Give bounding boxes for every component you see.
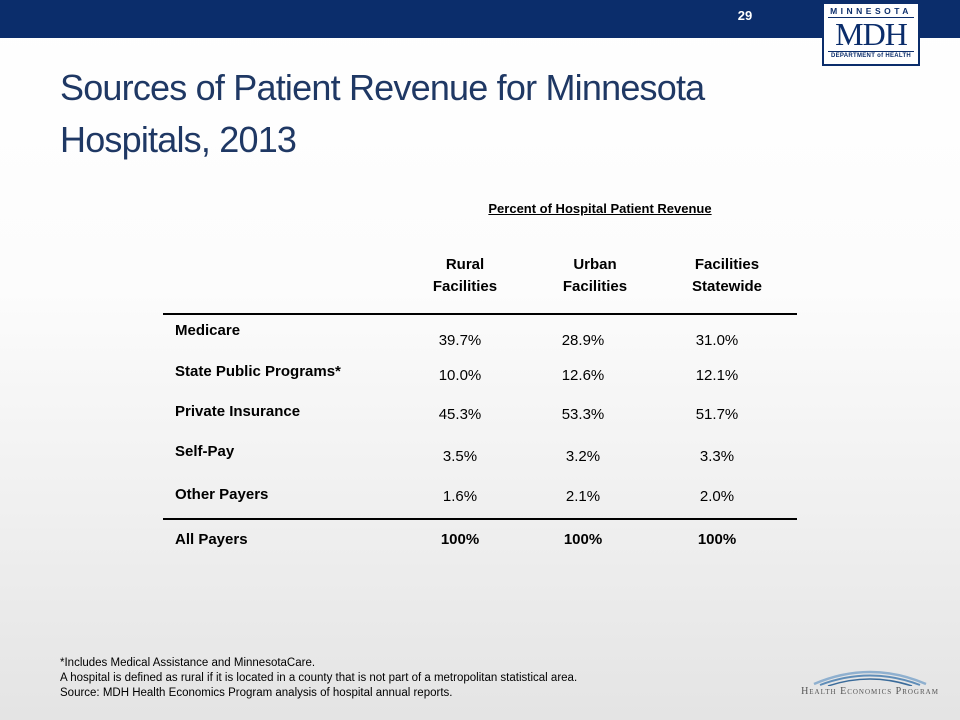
logo-state-text: MINNESOTA bbox=[828, 6, 914, 18]
cell-medicare-statewide: 31.0% bbox=[695, 332, 739, 349]
row-label-other-payers: Other Payers bbox=[175, 486, 269, 503]
column-header-statewide: Facilities Statewide bbox=[691, 256, 763, 295]
column-header-rural: Rural Facilities bbox=[432, 256, 498, 295]
logo-abbreviation: MDH bbox=[835, 16, 908, 52]
footnote-programs: *Includes Medical Assistance and Minneso… bbox=[60, 657, 316, 669]
cell-medicare-urban: 28.9% bbox=[561, 332, 605, 349]
cell-all-payers-rural: 100% bbox=[440, 531, 480, 548]
footnotes: *Includes Medical Assistance and Minneso… bbox=[60, 656, 577, 701]
cell-private-insurance-statewide: 51.7% bbox=[695, 406, 739, 423]
cell-private-insurance-rural: 45.3% bbox=[438, 406, 482, 423]
cell-self-pay-rural: 3.5% bbox=[442, 448, 478, 465]
hep-logo-text: Health Economics Program bbox=[801, 686, 939, 697]
cell-other-payers-rural: 1.6% bbox=[442, 488, 478, 505]
table-top-rule bbox=[163, 313, 797, 315]
top-banner bbox=[0, 0, 960, 38]
row-label-state-public-programs: State Public Programs* bbox=[175, 363, 341, 380]
footnote-source: Source: MDH Health Economics Program ana… bbox=[60, 687, 453, 699]
mdh-logo: MINNESOTA MDH DEPARTMENT of HEALTH bbox=[822, 2, 920, 66]
health-economics-program-logo: Health Economics Program bbox=[790, 664, 950, 704]
table-bottom-rule bbox=[163, 518, 797, 520]
row-label-medicare: Medicare bbox=[175, 322, 241, 339]
cell-state-public-rural: 10.0% bbox=[438, 367, 482, 384]
row-label-private-insurance: Private Insurance bbox=[175, 403, 301, 420]
cell-private-insurance-urban: 53.3% bbox=[561, 406, 605, 423]
cell-all-payers-urban: 100% bbox=[563, 531, 603, 548]
cell-other-payers-urban: 2.1% bbox=[565, 488, 601, 505]
footnote-rural-definition: A hospital is defined as rural if it is … bbox=[60, 672, 578, 684]
cell-self-pay-urban: 3.2% bbox=[565, 448, 601, 465]
cell-self-pay-statewide: 3.3% bbox=[699, 448, 735, 465]
row-label-all-payers: All Payers bbox=[175, 531, 248, 548]
cell-medicare-rural: 39.7% bbox=[438, 332, 482, 349]
cell-all-payers-statewide: 100% bbox=[697, 531, 737, 548]
hep-arc-icon bbox=[813, 670, 927, 686]
logo-department-text: DEPARTMENT of HEALTH bbox=[828, 51, 914, 59]
cell-state-public-urban: 12.6% bbox=[561, 367, 605, 384]
cell-other-payers-statewide: 2.0% bbox=[699, 488, 735, 505]
column-header-urban: Urban Facilities bbox=[562, 256, 628, 295]
slide-number: 29 bbox=[737, 8, 753, 23]
table-header: Percent of Hospital Patient Revenue bbox=[488, 201, 712, 216]
row-label-self-pay: Self-Pay bbox=[175, 443, 235, 460]
slide-title: Sources of Patient Revenue for Minnesota… bbox=[60, 67, 705, 160]
cell-state-public-statewide: 12.1% bbox=[695, 367, 739, 384]
